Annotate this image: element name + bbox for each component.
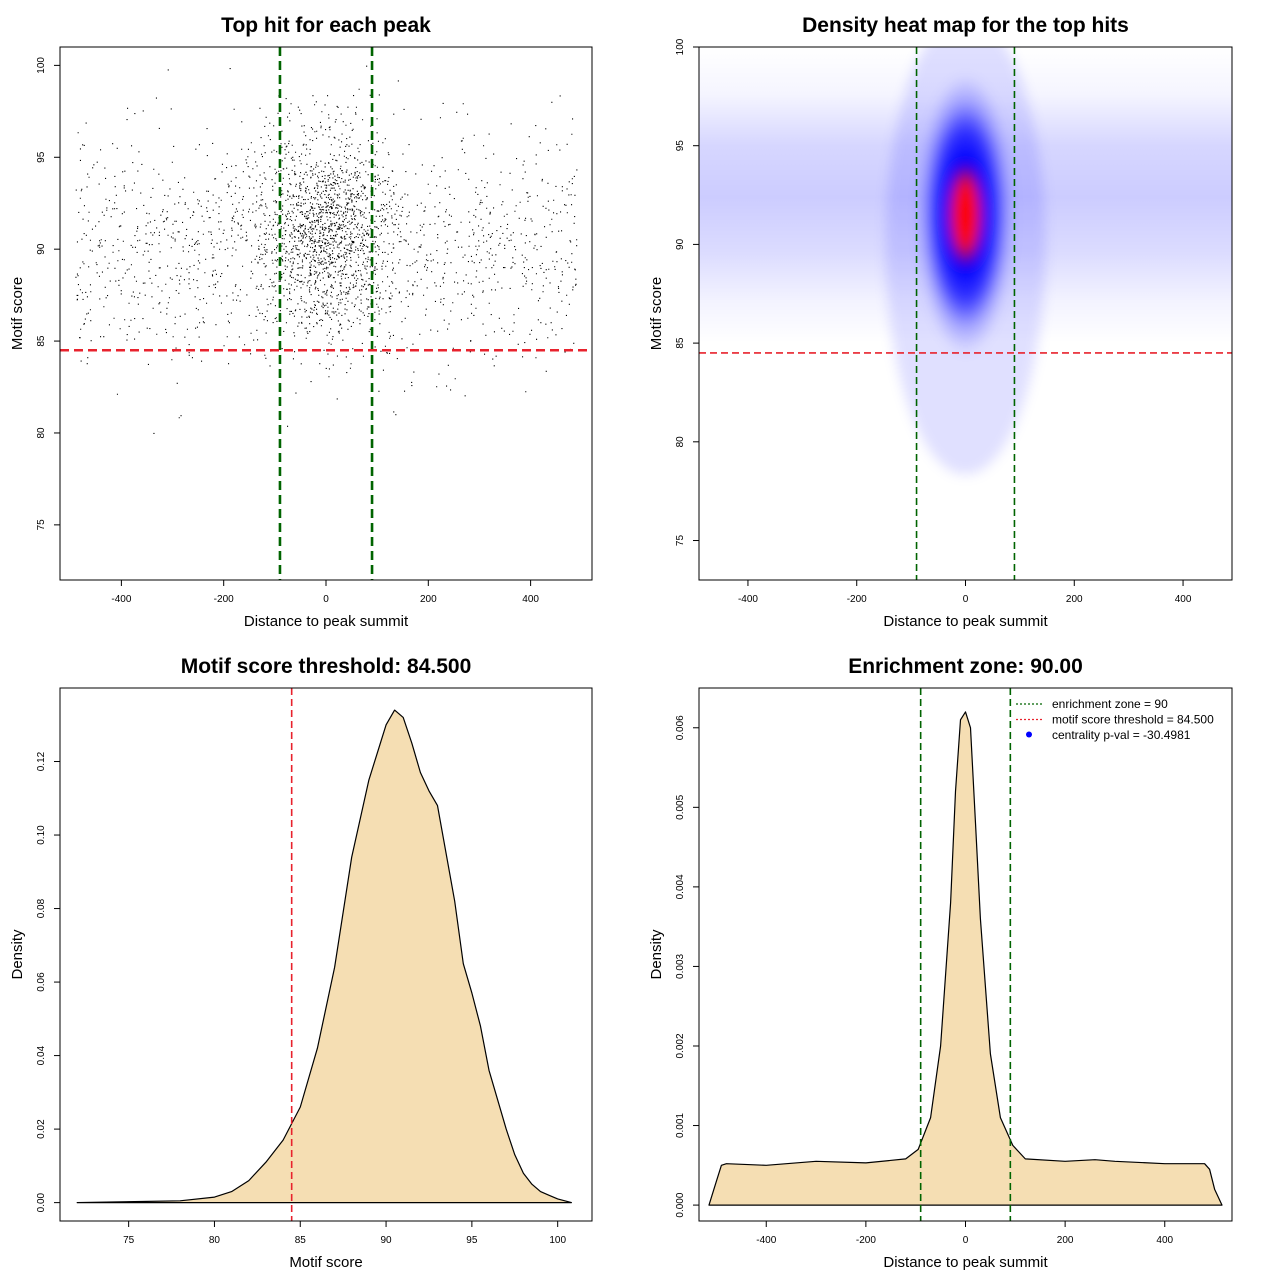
y-tick-label: 0.06	[36, 972, 47, 992]
plot-frame	[59, 687, 593, 1222]
y-axis-label: Density	[648, 929, 665, 980]
x-tick-label: -400	[111, 594, 131, 605]
y-axis-label: Motif score	[648, 277, 665, 350]
legend-marker-dot	[1026, 731, 1032, 738]
x-tick-label: 200	[420, 594, 437, 605]
y-tick-label: 0.00	[36, 1192, 47, 1212]
x-tick-label: 400	[522, 594, 539, 605]
x-tick-label: -200	[847, 594, 867, 605]
chart-title-1: Density heat map for the top hits	[802, 14, 1129, 37]
legend-entry-label: centrality p-val = -30.4981	[1052, 728, 1191, 742]
y-tick-label: 0.10	[36, 825, 47, 845]
x-axis-label: Distance to peak summit	[244, 613, 409, 630]
x-axis-label: Distance to peak summit	[883, 613, 1048, 630]
y-tick-label: 90	[675, 238, 686, 250]
heatmap-hotspot	[917, 74, 1014, 355]
legend: enrichment zone = 90 motif score threshol…	[1016, 697, 1214, 742]
y-tick-label: 85	[675, 337, 686, 349]
x-axis-label: Motif score	[289, 1254, 362, 1271]
y-tick-label: 0.02	[36, 1119, 47, 1139]
y-tick-label: 90	[36, 243, 47, 255]
y-tick-label: 95	[36, 151, 47, 163]
y-tick-label: 0.003	[675, 953, 686, 978]
scatter-panel: Top hit for each peak -400 -200 0 200 400 75 80…	[9, 14, 593, 630]
x-tick-label: -400	[756, 1235, 776, 1246]
y-tick-label: 100	[675, 38, 686, 55]
legend-entry-label: motif score threshold = 84.500	[1052, 713, 1214, 727]
y-tick-label: 0.004	[675, 874, 686, 899]
legend-entry-label: enrichment zone = 90	[1052, 697, 1168, 711]
y-tick-label: 80	[36, 427, 47, 439]
x-tick-label: 0	[323, 594, 329, 605]
x-tick-label: 200	[1066, 594, 1083, 605]
y-tick-label: 0.001	[675, 1113, 686, 1138]
y-tick-label: 0.000	[675, 1192, 686, 1217]
y-tick-label: 85	[36, 335, 47, 347]
density-curve	[708, 711, 1223, 1206]
density-curve	[76, 709, 572, 1204]
y-tick-label: 80	[675, 436, 686, 448]
y-tick-label: 0.04	[36, 1045, 47, 1065]
x-tick-label: 0	[963, 594, 969, 605]
y-tick-label: 0.12	[36, 751, 47, 771]
x-tick-label: -200	[214, 594, 234, 605]
heatmap-panel: Density heat map for the top hits -400 -20…	[648, 14, 1233, 630]
y-axis-label: Motif score	[9, 277, 26, 350]
x-tick-label: 0	[963, 1235, 969, 1246]
x-axis-label: Distance to peak summit	[883, 1254, 1048, 1271]
y-tick-label: 0.006	[675, 715, 686, 740]
y-tick-label: 75	[675, 535, 686, 547]
chart-title-3: Enrichment zone: 90.00	[848, 655, 1083, 678]
y-tick-label: 95	[675, 140, 686, 152]
chart-title-0: Top hit for each peak	[221, 14, 431, 37]
x-tick-label: -200	[856, 1235, 876, 1246]
density-panel: Enrichment zone: 90.00 -400 -200 0 200 400 0.0…	[648, 655, 1233, 1271]
x-tick-label: 80	[209, 1235, 221, 1246]
x-tick-label: -400	[738, 594, 758, 605]
y-tick-label: 0.002	[675, 1033, 686, 1058]
x-tick-label: 90	[381, 1235, 393, 1246]
y-tick-label: 0.08	[36, 898, 47, 918]
x-tick-label: 400	[1156, 1235, 1173, 1246]
heatmap-density	[699, 47, 1232, 475]
x-tick-label: 75	[123, 1235, 135, 1246]
x-tick-label: 200	[1057, 1235, 1074, 1246]
scatter-points	[75, 65, 578, 434]
density-panel: Motif score threshold: 84.500 75 80 85 90 95 1…	[9, 655, 593, 1271]
y-axis-label: Density	[9, 929, 26, 980]
x-tick-label: 100	[549, 1235, 566, 1246]
y-tick-label: 75	[36, 519, 47, 531]
x-tick-label: 400	[1175, 594, 1192, 605]
scatter-point-cloud	[75, 65, 578, 434]
chart-title-2: Motif score threshold: 84.500	[181, 655, 472, 678]
y-tick-label: 0.005	[675, 794, 686, 819]
y-tick-label: 100	[36, 57, 47, 74]
x-tick-label: 95	[466, 1235, 478, 1246]
x-tick-label: 85	[295, 1235, 307, 1246]
